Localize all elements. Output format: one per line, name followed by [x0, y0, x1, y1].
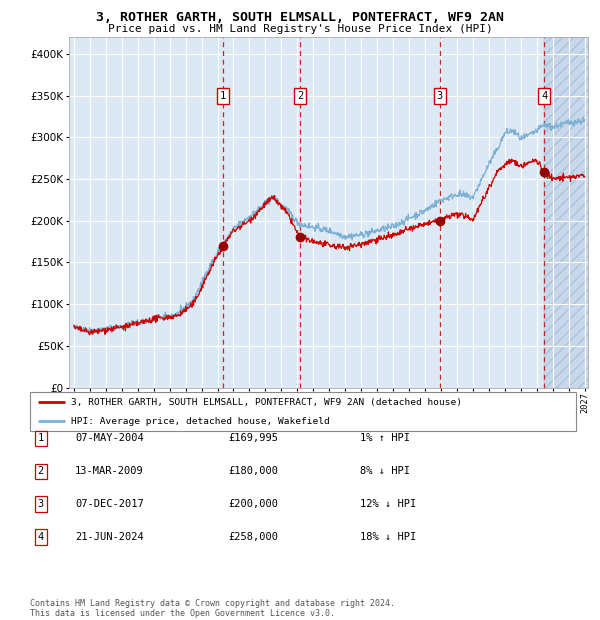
Text: 2: 2	[38, 466, 44, 476]
Text: 3, ROTHER GARTH, SOUTH ELMSALL, PONTEFRACT, WF9 2AN: 3, ROTHER GARTH, SOUTH ELMSALL, PONTEFRA…	[96, 11, 504, 24]
Text: 1: 1	[38, 433, 44, 443]
Text: Contains HM Land Registry data © Crown copyright and database right 2024.
This d: Contains HM Land Registry data © Crown c…	[30, 599, 395, 618]
Text: 18% ↓ HPI: 18% ↓ HPI	[360, 532, 416, 542]
Text: 8% ↓ HPI: 8% ↓ HPI	[360, 466, 410, 476]
Text: £169,995: £169,995	[228, 433, 278, 443]
Text: 3: 3	[437, 91, 443, 100]
Text: 1: 1	[220, 91, 226, 100]
Bar	[544, 37, 593, 387]
Text: 21-JUN-2024: 21-JUN-2024	[75, 532, 144, 542]
Text: 4: 4	[541, 91, 548, 100]
Text: 12% ↓ HPI: 12% ↓ HPI	[360, 499, 416, 509]
Text: HPI: Average price, detached house, Wakefield: HPI: Average price, detached house, Wake…	[71, 417, 330, 426]
Bar	[544, 37, 593, 387]
Text: £200,000: £200,000	[228, 499, 278, 509]
Text: 3: 3	[38, 499, 44, 509]
Text: 13-MAR-2009: 13-MAR-2009	[75, 466, 144, 476]
Text: 2: 2	[297, 91, 304, 100]
Text: 3, ROTHER GARTH, SOUTH ELMSALL, PONTEFRACT, WF9 2AN (detached house): 3, ROTHER GARTH, SOUTH ELMSALL, PONTEFRA…	[71, 397, 462, 407]
Text: £258,000: £258,000	[228, 532, 278, 542]
Text: £180,000: £180,000	[228, 466, 278, 476]
Text: 4: 4	[38, 532, 44, 542]
Text: 1% ↑ HPI: 1% ↑ HPI	[360, 433, 410, 443]
Text: 07-DEC-2017: 07-DEC-2017	[75, 499, 144, 509]
Text: Price paid vs. HM Land Registry's House Price Index (HPI): Price paid vs. HM Land Registry's House …	[107, 24, 493, 33]
Text: 07-MAY-2004: 07-MAY-2004	[75, 433, 144, 443]
